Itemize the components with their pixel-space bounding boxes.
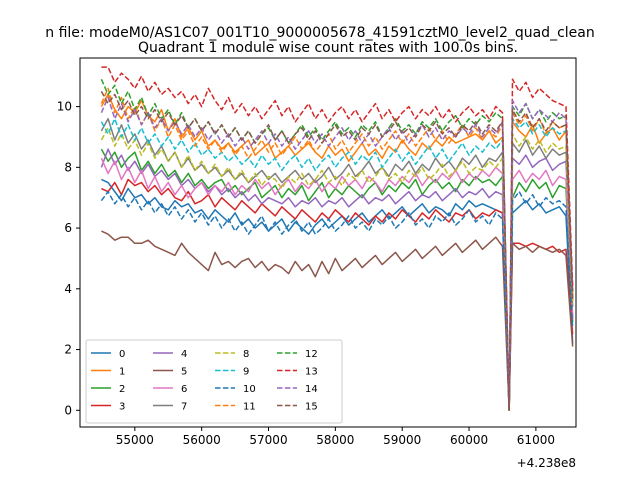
legend-label-5: 5 [181,367,187,378]
series-line-13 [101,66,574,412]
legend-label-1: 1 [119,367,125,378]
chart-title: Quadrant 1 module wise count rates with … [138,40,518,56]
series-line-12 [100,78,574,412]
legend-label-12: 12 [305,349,318,360]
series-line-9 [100,117,574,412]
x-tick-label: 58000 [316,433,354,447]
x-tick-label: 61000 [517,433,555,447]
x-tick-label: 56000 [183,433,221,447]
legend-label-7: 7 [181,402,187,413]
y-tick-label: 0 [64,403,72,417]
legend-label-3: 3 [119,402,125,413]
x-axis: 55000 56000 57000 58000 59000 60000 61000 [116,427,555,447]
legend-box [85,339,343,424]
series-line-4 [100,148,574,412]
series-line-2 [100,148,574,412]
x-axis-offset-text: +4.238e8 [517,456,576,470]
legend-label-14: 14 [305,384,318,395]
series-line-15 [100,91,574,412]
series-line-5 [101,230,574,412]
legend-label-2: 2 [119,384,125,395]
y-tick-label: 10 [57,100,72,114]
legend-label-6: 6 [181,384,187,395]
series-line-8 [100,127,574,412]
y-tick-label: 6 [64,221,72,235]
plot-frame [79,57,577,428]
x-tick-label: 60000 [450,433,488,447]
legend-label-8: 8 [243,349,249,360]
legend-label-4: 4 [181,349,187,360]
x-tick-label: 57000 [249,433,287,447]
y-tick-label: 4 [64,282,72,296]
figure-suptitle: n file: modeM0/AS1C07_001T10_9000005678_… [45,25,594,41]
legend-label-10: 10 [243,384,256,395]
series-line-11 [100,87,574,412]
y-axis: 0 2 4 6 8 10 [57,100,80,417]
x-tick-label: 55000 [116,433,154,447]
y-tick-label: 2 [64,343,72,357]
series-line-3 [101,178,574,412]
legend-label-9: 9 [243,367,249,378]
legend-label-0: 0 [119,349,125,360]
series-line-1 [100,93,574,412]
legend-label-15: 15 [305,402,318,413]
y-tick-label: 8 [64,160,72,174]
series-line-7 [100,117,574,412]
legend-label-11: 11 [243,402,256,413]
plot-area [100,66,574,412]
series-line-10 [100,190,574,412]
legend-label-13: 13 [305,367,318,378]
x-tick-label: 59000 [383,433,421,447]
series-line-6 [100,157,574,412]
